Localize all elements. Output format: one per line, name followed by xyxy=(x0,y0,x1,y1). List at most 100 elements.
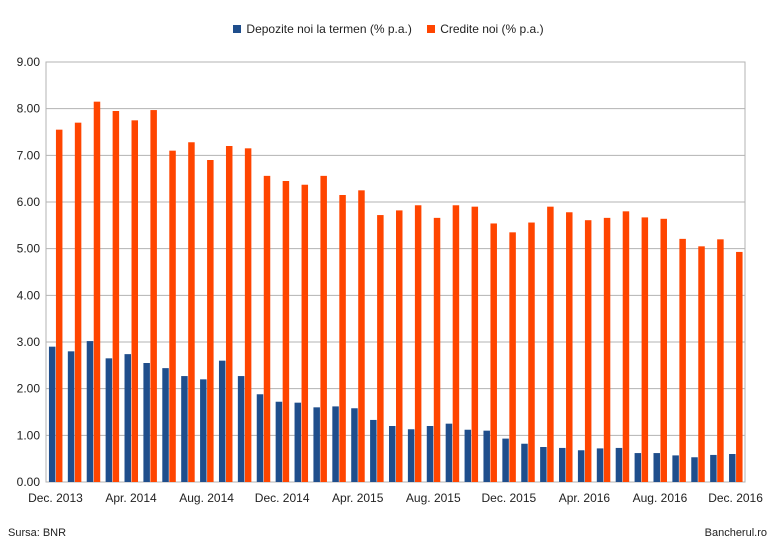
bar-credits xyxy=(301,184,309,482)
bar-credits xyxy=(263,175,271,482)
bar-deposits xyxy=(729,454,736,482)
bar-credits xyxy=(150,110,157,483)
bar-credits xyxy=(207,160,214,482)
bar-credits xyxy=(93,101,101,483)
x-tick-label: Aug. 2015 xyxy=(406,491,461,505)
bar-credits xyxy=(282,181,290,482)
y-tick-label: 0.00 xyxy=(17,475,41,489)
x-tick-label: Aug. 2014 xyxy=(179,491,234,505)
bar-deposits xyxy=(407,429,415,482)
bar-credits xyxy=(528,222,535,483)
bar-deposits xyxy=(332,406,339,482)
x-tick-label: Apr. 2014 xyxy=(105,491,157,505)
bar-credits xyxy=(547,206,554,482)
x-tick-label: Dec. 2015 xyxy=(481,491,536,505)
bar-credits xyxy=(641,217,649,482)
bar-deposits xyxy=(313,407,320,482)
bar-credits xyxy=(698,246,705,482)
bar-deposits xyxy=(181,376,188,482)
bar-credits xyxy=(339,195,346,482)
bar-credits xyxy=(660,218,667,483)
bar-deposits xyxy=(521,443,528,482)
bar-credits xyxy=(112,111,120,482)
bar-deposits xyxy=(483,430,490,482)
bar-credits xyxy=(433,217,441,482)
bar-credits xyxy=(225,146,233,482)
bar-deposits xyxy=(218,360,226,482)
bar-deposits xyxy=(426,426,434,482)
bar-deposits xyxy=(294,402,302,482)
bar-credits xyxy=(603,217,611,482)
bar-deposits xyxy=(540,447,547,482)
y-tick-label: 5.00 xyxy=(17,242,41,256)
y-tick-label: 9.00 xyxy=(17,55,41,69)
bar-deposits xyxy=(256,394,264,482)
bar-deposits xyxy=(559,447,566,482)
bar-credits xyxy=(717,239,724,482)
bar-deposits xyxy=(672,455,679,482)
bar-credits xyxy=(566,212,573,482)
bar-credits xyxy=(169,150,176,482)
legend-item-credits: Credite noi (% p.a.) xyxy=(427,22,544,36)
bar-credits xyxy=(74,122,82,483)
source-note: Sursa: BNR xyxy=(8,527,67,539)
bar-deposits xyxy=(445,423,453,482)
bar-deposits xyxy=(48,346,56,482)
y-tick-label: 7.00 xyxy=(17,148,41,162)
legend-label-credits: Credite noi (% p.a.) xyxy=(440,22,544,36)
x-tick-label: Apr. 2015 xyxy=(332,491,384,505)
legend-swatch-deposits xyxy=(233,25,242,33)
x-tick-label: Dec. 2014 xyxy=(255,491,310,505)
bar-deposits xyxy=(200,379,207,482)
bar-deposits xyxy=(615,447,623,482)
bar-credits xyxy=(490,223,497,482)
bar-credits xyxy=(55,129,63,482)
bar-credits xyxy=(244,148,252,483)
bar-deposits xyxy=(370,419,377,482)
bar-credits xyxy=(131,120,139,482)
y-tick-label: 3.00 xyxy=(17,335,41,349)
bar-deposits xyxy=(124,354,132,482)
brand-label: Bancherul.ro xyxy=(704,527,767,539)
bar-deposits xyxy=(237,376,245,482)
bar-credits xyxy=(377,215,384,483)
legend-item-deposits: Depozite noi la termen (% p.a.) xyxy=(233,22,412,36)
bar-deposits xyxy=(502,438,509,482)
y-tick-label: 4.00 xyxy=(17,288,41,302)
bar-credits xyxy=(679,238,686,482)
bar-credits xyxy=(358,190,365,483)
x-tick-label: Dec. 2013 xyxy=(28,491,83,505)
bar-deposits xyxy=(596,448,604,482)
bar-deposits xyxy=(577,450,585,482)
bar-deposits xyxy=(653,453,660,482)
bar-deposits xyxy=(67,351,75,482)
bar-credits xyxy=(320,175,327,482)
legend-label-deposits: Depozite noi la termen (% p.a.) xyxy=(246,22,412,36)
bar-deposits xyxy=(162,368,169,482)
bar-deposits xyxy=(275,401,283,482)
bar-deposits xyxy=(710,454,717,482)
y-tick-label: 1.00 xyxy=(17,428,41,442)
bar-credits xyxy=(188,142,195,482)
x-tick-label: Aug. 2016 xyxy=(633,491,688,505)
bar-deposits xyxy=(351,408,358,482)
x-tick-label: Apr. 2016 xyxy=(559,491,611,505)
bar-deposits xyxy=(691,457,698,482)
y-tick-label: 6.00 xyxy=(17,195,41,209)
bar-credits xyxy=(584,220,592,482)
bar-deposits xyxy=(86,341,94,482)
bar-credits xyxy=(471,206,479,482)
bar-credits xyxy=(452,205,460,482)
bar-credits xyxy=(396,210,403,482)
bar-deposits xyxy=(143,363,150,482)
x-tick-label: Dec. 2016 xyxy=(708,491,763,505)
y-tick-label: 8.00 xyxy=(17,102,41,116)
bar-deposits xyxy=(464,429,472,482)
bar-credits xyxy=(509,232,516,482)
bar-credits xyxy=(414,205,422,482)
bar-deposits xyxy=(105,358,113,482)
bar-credits xyxy=(736,251,743,482)
bar-deposits xyxy=(634,453,642,482)
bar-credits xyxy=(622,211,630,483)
